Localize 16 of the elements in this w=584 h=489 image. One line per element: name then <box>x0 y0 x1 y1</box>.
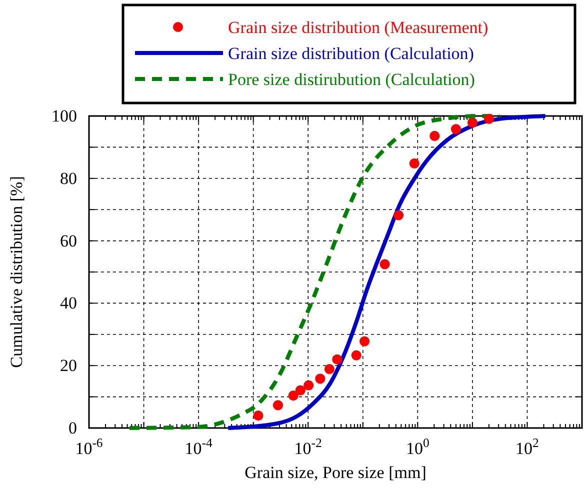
text: Grain size distribution (Calculation) <box>228 44 474 63</box>
y-axis-title: Cumulative distribution [%] <box>7 176 26 368</box>
x-tick-label: 10$^{-6}$ <box>75 436 103 458</box>
x-tick-label: 10$^{0}$ <box>406 436 430 458</box>
y-tick-label: 40 <box>60 294 77 313</box>
x-tick-label: 10$^{-4}$ <box>184 436 213 458</box>
y-tick-label: 60 <box>60 231 77 250</box>
x-tick-label: 10$^{2}$ <box>516 436 539 458</box>
series-label: Pore size distirubution (Calculation) <box>228 70 475 89</box>
y-tick-label: 0 <box>68 418 77 438</box>
y-tick-label: 80 <box>60 168 77 188</box>
x-axis-title: Grain size, Pore size [mm] <box>244 463 426 482</box>
y-tick-label: 100 <box>52 106 77 126</box>
y-tick-label: 20 <box>60 356 77 376</box>
x-tick-label: 10$^{-2}$ <box>294 436 322 458</box>
text: Grain size distribution (Measurement) <box>228 18 488 37</box>
